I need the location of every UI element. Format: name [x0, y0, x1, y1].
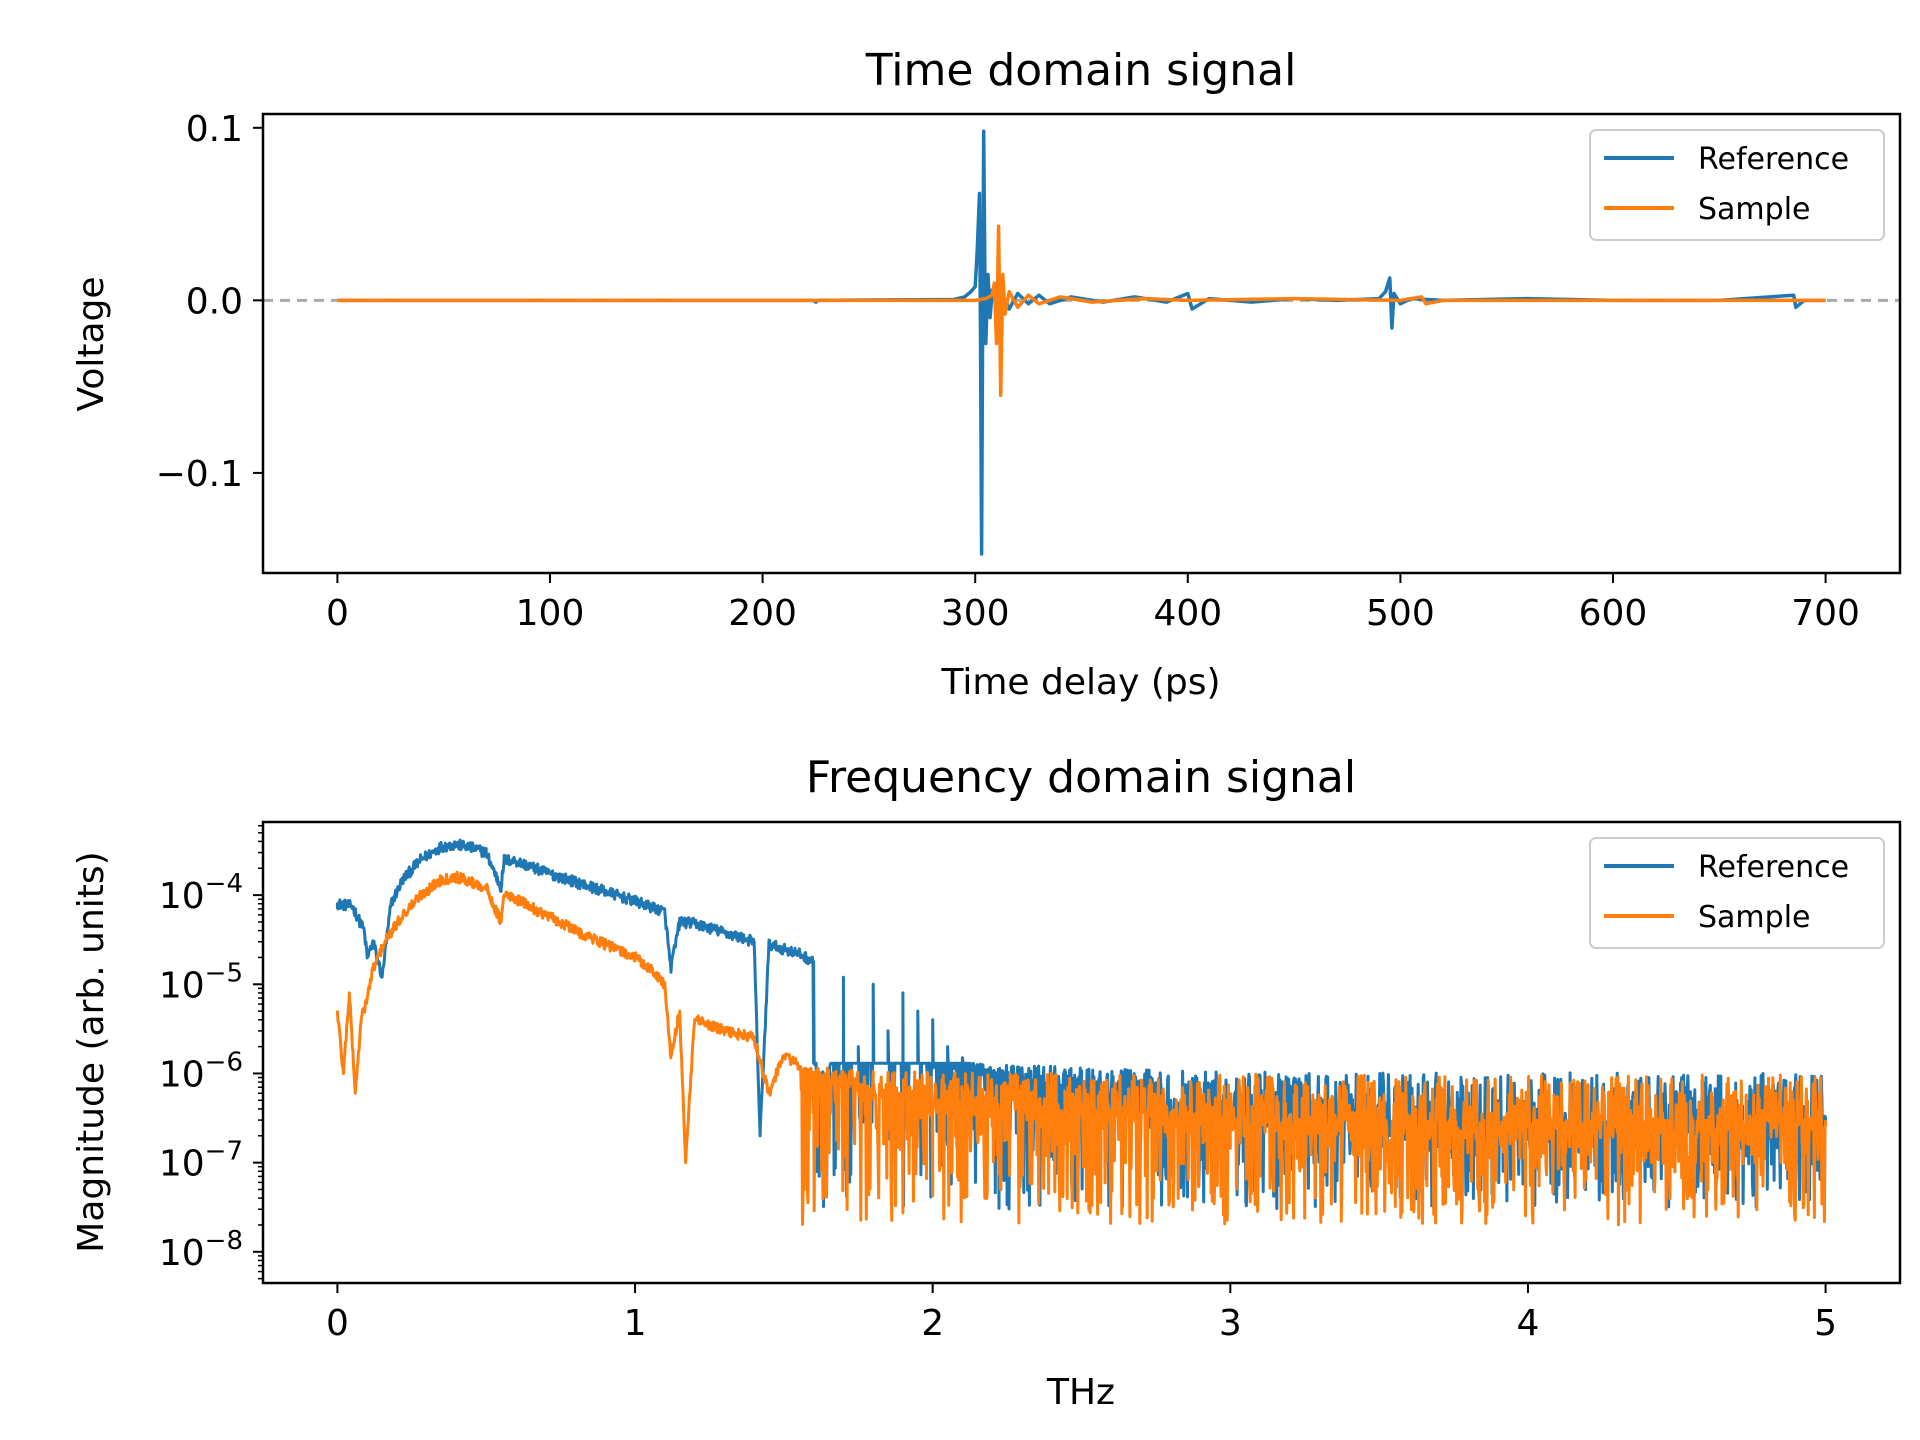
- y-tick-label: 10−5: [159, 958, 243, 1006]
- legend-label-sample: Sample: [1698, 900, 1811, 935]
- time-domain-panel: Time domain signal 0 100 200 300 400 500 600 70…: [71, 45, 1902, 703]
- time-domain-ticks: 0 100 200 300 400 500 600 700 −0.1 0.0 0.1: [156, 109, 1860, 634]
- series-line-sample: [337, 224, 1826, 398]
- x-tick-label: 3: [1219, 1303, 1242, 1344]
- y-tick-label: 10−6: [159, 1047, 243, 1095]
- x-tick-label: 500: [1366, 593, 1435, 634]
- x-tick-label: 700: [1791, 593, 1860, 634]
- x-tick-label: 0: [326, 593, 349, 634]
- legend-label-sample: Sample: [1698, 192, 1811, 227]
- legend-label-reference: Reference: [1698, 850, 1849, 885]
- frequency-domain-legend: Reference Sample: [1589, 837, 1885, 949]
- x-tick-label: 600: [1579, 593, 1648, 634]
- x-tick-label: 1: [624, 1303, 647, 1344]
- x-tick-label: 2: [921, 1303, 944, 1344]
- x-tick-label: 200: [728, 593, 797, 634]
- x-tick-label: 100: [516, 593, 585, 634]
- frequency-domain-panel: Frequency domain signal 0 1 2 3 4 5 10−8 10−7 10…: [71, 752, 1902, 1413]
- x-tick-label: 400: [1153, 593, 1222, 634]
- y-tick-label: 0.0: [186, 281, 243, 322]
- x-tick-label: 300: [941, 593, 1010, 634]
- frequency-domain-axes-frame: [261, 820, 1902, 1285]
- x-tick-label: 4: [1517, 1303, 1540, 1344]
- frequency-domain-ticks: 0 1 2 3 4 5 10−8 10−7 10−6 10−5 10−4: [159, 824, 1837, 1344]
- frequency-domain-xlabel: THz: [1046, 1372, 1115, 1413]
- y-tick-label: −0.1: [156, 454, 243, 495]
- frequency-domain-series: [335, 838, 1828, 1227]
- time-domain-ylabel: Voltage: [71, 276, 112, 411]
- time-domain-title: Time domain signal: [865, 45, 1297, 96]
- time-domain-series: [337, 129, 1826, 556]
- y-tick-label: 10−7: [159, 1137, 243, 1185]
- time-domain-xlabel: Time delay (ps): [940, 662, 1220, 703]
- x-tick-label: 5: [1814, 1303, 1837, 1344]
- time-domain-legend: Reference Sample: [1589, 129, 1885, 241]
- y-tick-label: 10−8: [159, 1226, 243, 1274]
- y-tick-label: 10−4: [159, 869, 243, 917]
- frequency-domain-title: Frequency domain signal: [806, 752, 1356, 803]
- series-line-sample: [335, 870, 1828, 1227]
- legend-label-reference: Reference: [1698, 142, 1849, 177]
- time-domain-axes-frame: [261, 112, 1902, 575]
- x-tick-label: 0: [326, 1303, 349, 1344]
- frequency-domain-ylabel: Magnitude (arb. units): [71, 851, 112, 1252]
- y-tick-label: 0.1: [186, 109, 243, 150]
